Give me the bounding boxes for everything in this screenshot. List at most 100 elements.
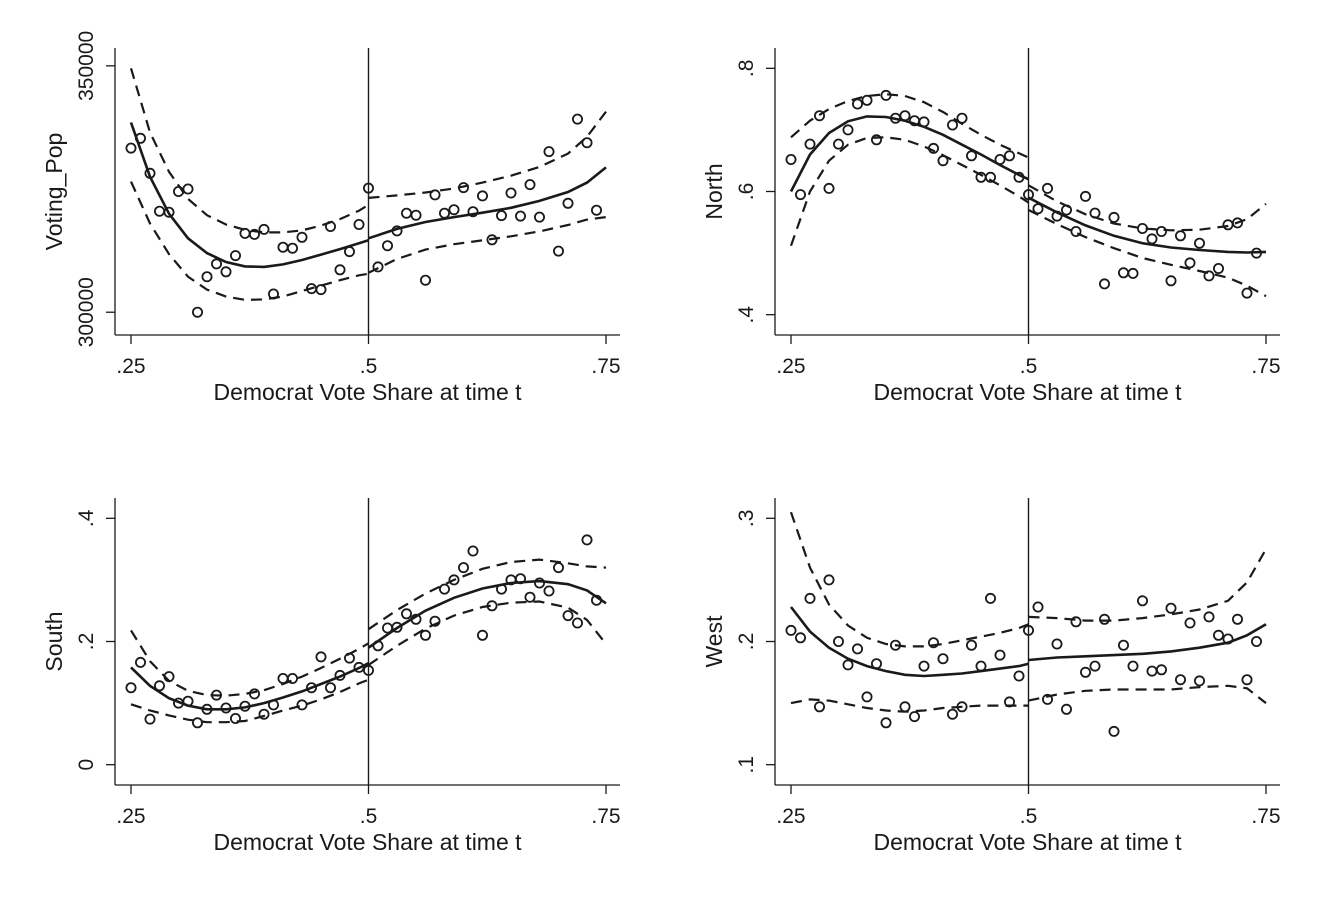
west-point xyxy=(984,592,996,604)
north-point xyxy=(994,153,1006,165)
north-point xyxy=(870,134,882,146)
south-point xyxy=(134,656,146,668)
west-point xyxy=(1117,639,1129,651)
west-point xyxy=(1213,629,1225,641)
north-chart: .25 .5 .75 .4 .6 .8 Democrat Vote Share at tim… xyxy=(701,48,1281,405)
north-point xyxy=(1022,189,1034,201)
voting-pop-point xyxy=(324,220,336,232)
north-point xyxy=(1108,211,1120,223)
x-tick-label: .25 xyxy=(776,805,805,828)
voting-pop-point xyxy=(258,223,270,235)
north-point xyxy=(861,94,873,106)
voting-pop-point xyxy=(400,207,412,219)
west-lower-ci-right-line xyxy=(1028,684,1267,704)
north-point xyxy=(1079,190,1091,202)
north-panel: .25 .5 .75 .4 .6 .8 Democrat Vote Share at tim… xyxy=(660,0,1320,450)
west-point xyxy=(908,711,920,723)
voting-pop-point xyxy=(362,182,374,194)
voting-pop-point xyxy=(495,210,507,222)
north-point xyxy=(946,119,958,131)
south-point xyxy=(144,713,156,725)
x-tick-label: .25 xyxy=(776,355,805,378)
south-point xyxy=(191,717,203,729)
north-point xyxy=(1232,217,1244,229)
south-fit-left-line xyxy=(130,661,370,711)
south-point xyxy=(495,583,507,595)
x-axis-title: Democrat Vote Share at time t xyxy=(213,829,522,855)
north-upper-ci-right-line xyxy=(1027,184,1267,232)
voting-pop-point xyxy=(172,185,184,197)
west-point xyxy=(1165,602,1177,614)
west-point xyxy=(1203,611,1215,623)
south-point xyxy=(457,562,469,574)
north-point xyxy=(1032,203,1044,215)
north-point xyxy=(937,155,949,167)
south-point xyxy=(562,610,574,622)
voting-pop-fit-right-line xyxy=(368,166,607,240)
west-fit-left-line xyxy=(789,606,1029,678)
voting-pop-point xyxy=(239,227,251,239)
south-point xyxy=(353,661,365,673)
y-tick-label: 300000 xyxy=(75,277,98,347)
north-point xyxy=(1155,225,1167,237)
voting-pop-point xyxy=(163,206,175,218)
south-point xyxy=(515,573,527,585)
voting-pop-point xyxy=(210,258,222,270)
y-tick-label: 0 xyxy=(75,759,98,771)
voting-pop-point xyxy=(448,204,460,216)
voting-pop-point xyxy=(220,266,232,278)
west-point xyxy=(1070,616,1082,628)
west-point xyxy=(1251,635,1263,647)
voting-pop-point xyxy=(505,187,517,199)
west-point xyxy=(870,658,882,670)
south-point xyxy=(410,613,422,625)
west-point xyxy=(880,717,892,729)
south-point xyxy=(381,622,393,634)
west-point xyxy=(1127,660,1139,672)
north-point xyxy=(1222,219,1234,231)
voting-pop-fit-left-line xyxy=(129,122,369,269)
voting-pop-point xyxy=(476,190,488,202)
west-point xyxy=(994,649,1006,661)
voting-pop-upper-ci-right-line xyxy=(368,111,607,199)
west-point xyxy=(1184,617,1196,629)
voting-pop-panel: .25 .5 .75 300000 350000 Democrat Vote Share … xyxy=(0,0,660,450)
voting-pop-point xyxy=(353,218,365,230)
y-tick-label: .3 xyxy=(735,510,758,528)
y-tick-label: .4 xyxy=(735,306,758,324)
west-point xyxy=(1060,703,1072,715)
y-tick-label: .2 xyxy=(75,633,98,651)
x-tick-label: .5 xyxy=(1020,355,1038,378)
south-lower-ci-right-line xyxy=(367,600,607,666)
west-point xyxy=(832,635,844,647)
west-point xyxy=(1041,693,1053,705)
voting-pop-point xyxy=(191,306,203,318)
north-lower-ci-left-line xyxy=(789,136,1030,247)
voting-pop-point xyxy=(572,113,584,125)
south-point xyxy=(334,669,346,681)
voting-pop-point xyxy=(201,271,213,283)
north-point xyxy=(1175,230,1187,242)
south-point xyxy=(448,574,460,586)
voting-pop-point xyxy=(591,204,603,216)
voting-pop-point xyxy=(144,167,156,179)
x-tick-label: .5 xyxy=(360,805,378,828)
x-axis-title: Democrat Vote Share at time t xyxy=(873,379,1182,405)
north-point xyxy=(927,142,939,154)
y-tick-label: .8 xyxy=(735,60,758,78)
west-point xyxy=(842,659,854,671)
west-point xyxy=(975,660,987,672)
west-point xyxy=(1098,613,1110,625)
x-tick-label: .75 xyxy=(591,805,620,828)
north-point xyxy=(823,182,835,194)
west-point xyxy=(794,632,806,644)
west-upper-ci-right-line xyxy=(1028,548,1267,622)
y-tick-label: .6 xyxy=(735,183,758,201)
voting-pop-point xyxy=(429,189,441,201)
x-tick-label: .5 xyxy=(360,355,378,378)
south-panel: .25 .5 .75 0 .2 .4 Democrat Vote Share at time… xyxy=(0,450,660,900)
voting-pop-point xyxy=(410,209,422,221)
north-point xyxy=(813,110,825,122)
voting-pop-point xyxy=(534,211,546,223)
north-lower-ci-right-line xyxy=(1028,209,1267,298)
